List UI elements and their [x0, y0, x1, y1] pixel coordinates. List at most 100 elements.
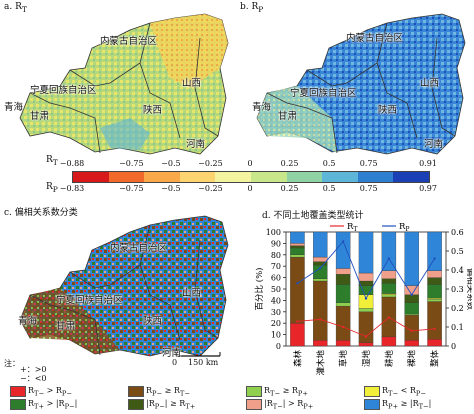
- colorbar-rt-tick: −0.88: [59, 159, 85, 168]
- bar-segment: [427, 284, 442, 299]
- colorbar-segment: [73, 172, 109, 182]
- left-tick-label: 10: [271, 331, 281, 340]
- left-tick-label: 80: [271, 251, 281, 260]
- chart-legend-label: RP: [399, 222, 409, 233]
- bar-segment: [335, 305, 351, 341]
- bar-segment: [427, 301, 442, 340]
- map-rt: [19, 13, 229, 155]
- colorbar-rt-label: RT: [46, 155, 58, 167]
- panel-a-title: a. RT: [4, 2, 27, 14]
- map-a-label-qinghai: 青海: [4, 102, 24, 113]
- bar-segment: [335, 302, 351, 307]
- left-tick-label: 0: [276, 342, 281, 351]
- colorbar-rp-tick: 0.25: [280, 184, 299, 193]
- left-tick-label: 90: [271, 239, 281, 248]
- map-b-label-henan: 河南: [424, 139, 444, 150]
- category-label: 灌木地: [315, 350, 326, 376]
- legend-label: |RT−| > RP+: [264, 399, 314, 411]
- colorbar-rp-tick: 0.75: [359, 184, 378, 193]
- legend-swatch: [128, 399, 144, 411]
- map-rp: [256, 13, 466, 155]
- legend-swatch: [10, 386, 26, 398]
- colorbar-rp-tick: −0.5: [161, 184, 181, 193]
- legend-item: |RT−| > RP+: [246, 399, 313, 411]
- left-tick-label: 20: [271, 319, 281, 328]
- bar-segment: [358, 272, 374, 282]
- map-b-label-shaanxi: 陕西: [378, 105, 398, 116]
- left-tick-label: 30: [271, 308, 281, 317]
- map-c-label-shaanxi: 陕西: [143, 316, 163, 327]
- note-label: 注：: [4, 359, 20, 368]
- map-c-label-inner-mongolia: 内蒙古自治区: [110, 243, 168, 254]
- category-label: 裸地: [407, 350, 418, 368]
- colorbar-rt-label-sub: T: [52, 157, 58, 167]
- series-point: [387, 257, 391, 260]
- legend-item: RP+ ≥ |RT−|: [364, 399, 431, 411]
- map-c-label-ningxia: 宁夏回族自治区: [56, 295, 123, 306]
- bar-segment: [381, 270, 397, 279]
- bar-segment: [427, 277, 442, 285]
- colorbar-rp-label: RP: [46, 182, 58, 194]
- bar-segment: [313, 256, 328, 262]
- colorbar-rt-tick: 0: [247, 159, 253, 168]
- map-classification: [19, 215, 229, 357]
- scale-label: 150 km: [188, 358, 219, 367]
- colorbar-segment: [250, 172, 287, 182]
- bar-segment: [381, 283, 397, 294]
- legend-label: RT+ > |RP−|: [28, 399, 78, 411]
- bar-segment: [313, 231, 328, 258]
- colorbar-rp-label-text: R: [46, 182, 53, 192]
- left-tick-label: 40: [271, 296, 281, 305]
- colorbar-rt-tick: −0.5: [161, 159, 181, 168]
- legend-item: |RP−| ≥ RT+: [128, 399, 195, 411]
- colorbar-rp-tick: 0: [247, 184, 253, 193]
- y-axis-left-label: 百分比 (%): [254, 268, 265, 311]
- bar-segment: [335, 274, 351, 285]
- legend-item: RP− ≥ RT−: [128, 386, 190, 398]
- series-point: [296, 282, 299, 285]
- bar-segment: [427, 231, 442, 271]
- colorbar-rt-tick: −0.75: [119, 159, 144, 168]
- colorbar-segment: [144, 172, 180, 182]
- legend-swatch: [364, 399, 380, 411]
- panel-b-title: b. RP: [240, 2, 263, 14]
- series-point: [387, 316, 391, 319]
- series-point: [410, 329, 413, 332]
- bar-segment: [313, 278, 328, 282]
- colorbar-segment: [215, 172, 251, 182]
- legend-label: RT− ≥ RP+: [264, 386, 308, 398]
- bar-segment: [313, 340, 328, 347]
- category-label: 耕地: [384, 350, 395, 368]
- panel-b-title-text: b. R: [240, 2, 259, 12]
- map-b-label-shanxi: 山西: [420, 78, 440, 89]
- series-point: [364, 297, 368, 300]
- left-tick-label: 50: [271, 285, 281, 294]
- colorbar-rp-label-sub: P: [52, 184, 58, 194]
- colorbar-segment: [108, 172, 145, 182]
- panel-b-title-sub: P: [258, 4, 264, 14]
- land-cover-chart: 0 10 20 30 40 50 60 70 80 90 100 0 0.1 0.2 0.3 0.4 0.5 0.…: [254, 222, 472, 376]
- bar-segment: [427, 297, 442, 300]
- bar-segment: [290, 245, 305, 249]
- legend-label: |RP−| ≥ RT+: [146, 399, 196, 411]
- category-label: 草地: [338, 350, 349, 368]
- bar-segment: [290, 231, 305, 244]
- legend-swatch: [10, 399, 26, 411]
- colorbar-rp-tick: 0.97: [419, 184, 437, 193]
- series-point: [319, 318, 322, 321]
- bar-segment: [313, 280, 328, 341]
- colorbar-rt-tick: 0.91: [419, 159, 437, 168]
- colorbar-segment: [179, 172, 216, 182]
- right-tick-label: 0.6: [451, 228, 464, 237]
- series-point: [319, 266, 322, 270]
- right-tick-label: 0: [451, 342, 456, 351]
- colorbar-rt-tick: 0.25: [280, 159, 299, 168]
- bar-segment: [335, 268, 351, 275]
- bar-segment: [358, 342, 374, 347]
- map-a-label-ningxia: 宁夏回族自治区: [30, 85, 97, 96]
- colorbar-rt-ticks: −0.88 −0.75 −0.5 −0.25 0 0.25 0.5 0.75 0.91: [60, 159, 437, 169]
- right-tick-label: 0.2: [451, 304, 464, 313]
- panel-d-title: d. 不同土地覆盖类型统计: [262, 211, 364, 221]
- bar-segment: [427, 270, 442, 278]
- note-minus: −：<0: [20, 374, 47, 383]
